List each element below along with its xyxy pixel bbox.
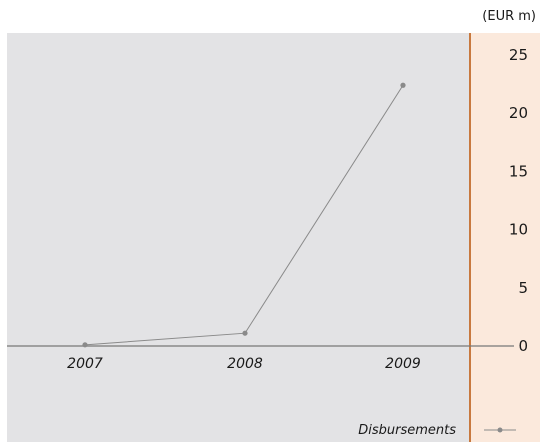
y-tick-label: 25 <box>509 46 528 64</box>
y-tick-label: 15 <box>509 162 528 180</box>
x-tick-label: 2007 <box>67 356 103 372</box>
y-tick-label: 0 <box>518 337 528 355</box>
y-tick-label: 5 <box>518 279 528 297</box>
plot-area <box>7 33 470 442</box>
legend: Disbursements <box>358 423 516 438</box>
x-tick-label: 2009 <box>385 356 421 372</box>
y-axis-panel <box>470 33 540 442</box>
data-point <box>82 342 88 348</box>
y-tick-label: 10 <box>509 221 528 239</box>
data-point <box>400 82 406 88</box>
y-tick-label: 20 <box>509 104 528 122</box>
y-axis-unit-label: (EUR m) <box>482 9 536 24</box>
x-tick-label: 2008 <box>227 356 263 372</box>
legend-marker-icon <box>497 427 503 433</box>
data-point <box>242 330 248 336</box>
legend-label-disbursements: Disbursements <box>358 423 456 438</box>
